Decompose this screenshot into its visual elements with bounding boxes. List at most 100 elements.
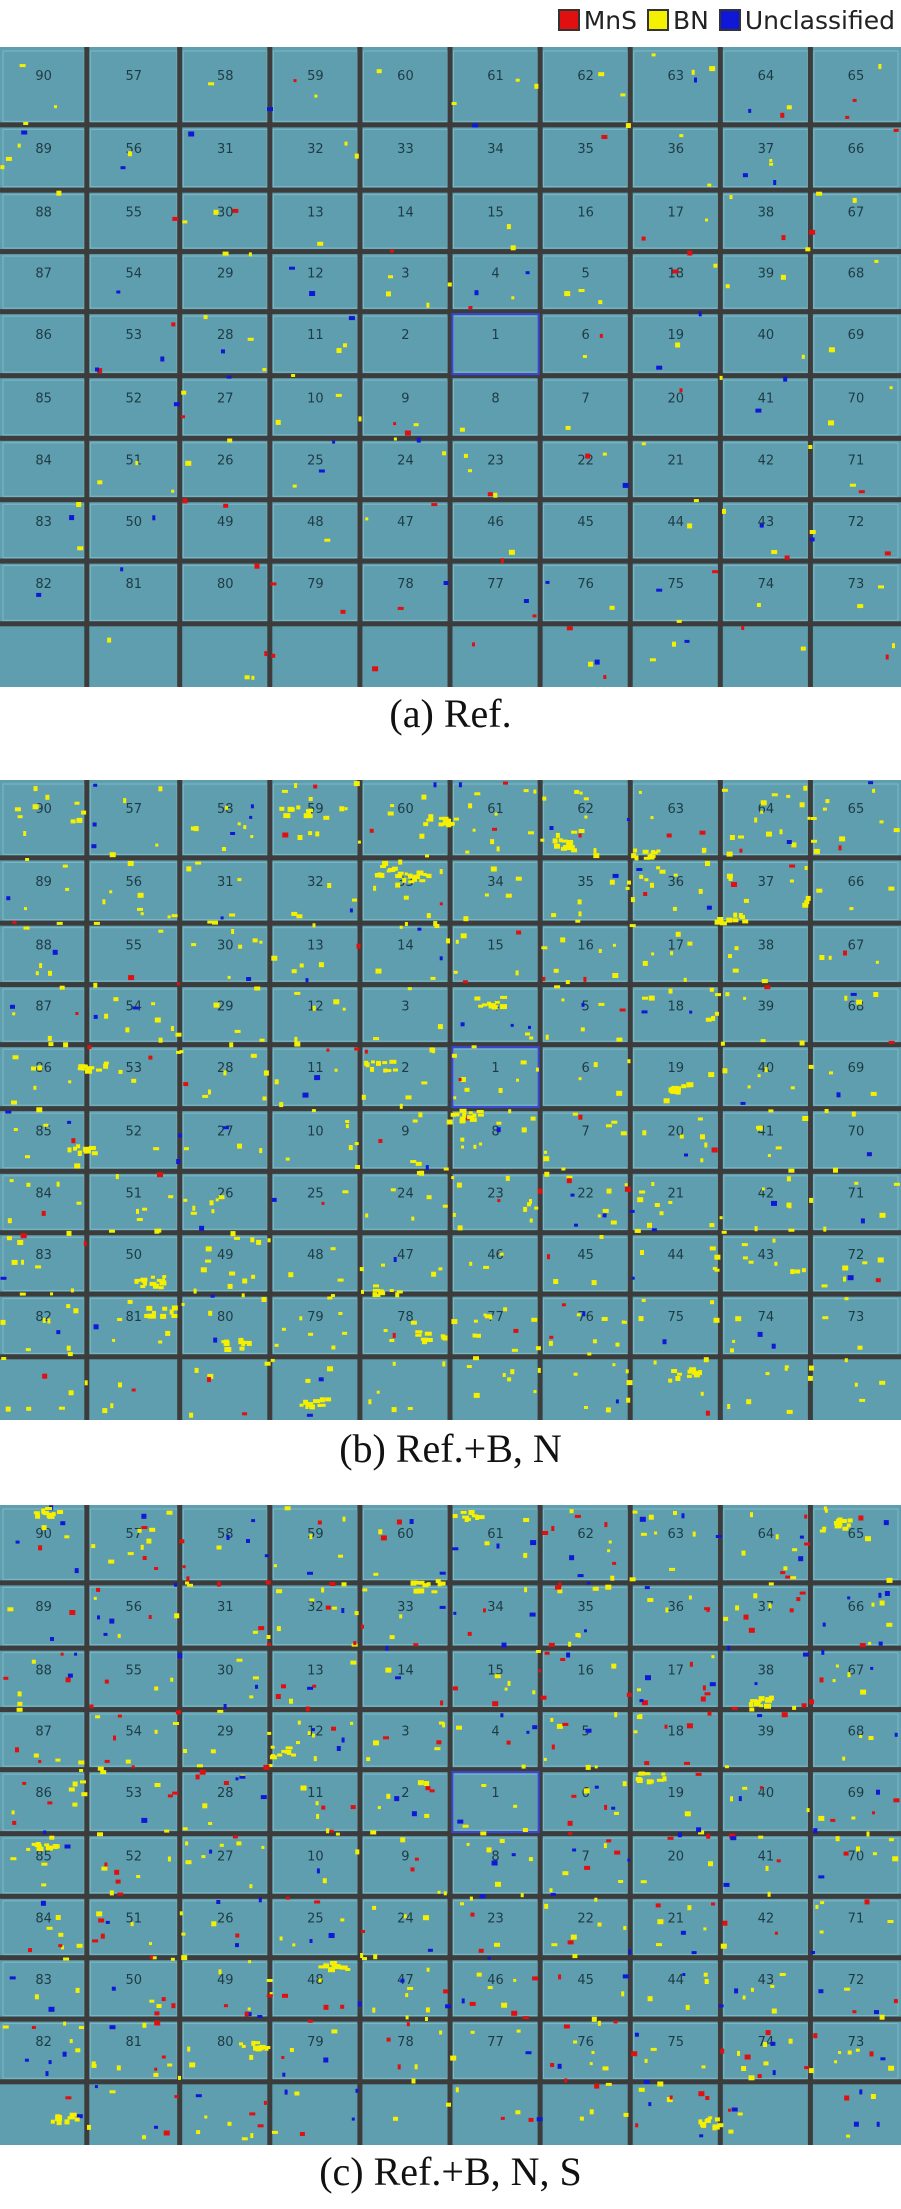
grid-cell xyxy=(453,1112,539,1169)
cell-number-label: 1 xyxy=(491,1786,499,1801)
bn-inclusion-mark xyxy=(698,1830,705,1835)
grid-cell xyxy=(89,128,178,188)
bn-inclusion-mark xyxy=(851,1111,856,1117)
unclassified-inclusion-mark xyxy=(60,1521,66,1526)
bn-inclusion-cluster xyxy=(78,1064,86,1069)
bn-inclusion-mark xyxy=(691,69,695,75)
bn-inclusion-mark xyxy=(207,1373,214,1379)
bn-inclusion-cluster xyxy=(269,1755,277,1760)
bn-inclusion-mark xyxy=(205,1259,212,1263)
bn-inclusion-mark xyxy=(593,1062,598,1068)
mns-inclusion-mark xyxy=(542,1531,549,1535)
cell-number-label: 35 xyxy=(577,142,594,157)
bn-inclusion-mark xyxy=(237,1143,242,1149)
bn-inclusion-cluster xyxy=(462,1112,467,1118)
bn-inclusion-cluster xyxy=(424,1331,432,1336)
grid-cell xyxy=(453,1048,539,1106)
bn-inclusion-mark xyxy=(572,1112,578,1116)
bn-inclusion-mark xyxy=(692,1531,696,1537)
bn-inclusion-mark xyxy=(508,549,515,555)
bn-inclusion-mark xyxy=(844,995,848,1001)
bn-inclusion-mark xyxy=(775,1146,782,1150)
cell-number-label: 7 xyxy=(582,1849,590,1864)
grid-cell xyxy=(362,783,448,855)
bn-inclusion-mark xyxy=(872,788,876,793)
bn-inclusion-mark xyxy=(41,1862,48,1866)
grid-cell xyxy=(453,503,539,559)
unclassified-inclusion-mark xyxy=(223,1704,227,1709)
grid-cell xyxy=(813,1713,899,1767)
unclassified-inclusion-mark xyxy=(152,515,156,521)
bn-inclusion-cluster xyxy=(26,1847,31,1851)
bn-inclusion-mark xyxy=(355,1849,360,1855)
bn-inclusion-mark xyxy=(183,1147,189,1151)
cell-number-label: 9 xyxy=(401,391,409,406)
grid-cell xyxy=(633,503,719,559)
cell-number-label: 46 xyxy=(487,1973,504,1988)
grid-cell xyxy=(723,315,809,373)
bn-inclusion-mark xyxy=(452,1212,456,1217)
bn-inclusion-mark xyxy=(336,348,342,353)
bn-inclusion-mark xyxy=(668,1378,673,1383)
bn-inclusion-cluster xyxy=(45,1845,53,1851)
bn-inclusion-mark xyxy=(423,1915,429,1921)
bn-inclusion-mark xyxy=(749,1707,755,1712)
grid-cell xyxy=(453,128,539,188)
bn-inclusion-mark xyxy=(761,1187,765,1191)
bn-inclusion-mark xyxy=(578,829,585,833)
unclassified-inclusion-mark xyxy=(230,832,236,835)
mns-inclusion-mark xyxy=(340,2004,345,2009)
cell-number-label: 43 xyxy=(758,515,775,530)
bn-inclusion-mark xyxy=(707,183,712,187)
bn-inclusion-cluster xyxy=(754,1699,762,1703)
bn-inclusion-mark xyxy=(473,1392,480,1398)
bn-inclusion-mark xyxy=(236,1658,243,1662)
bn-inclusion-mark xyxy=(299,1316,303,1321)
cell-number-label: 62 xyxy=(577,69,594,84)
bn-inclusion-mark xyxy=(463,453,468,458)
mns-inclusion-mark xyxy=(780,1571,786,1575)
cell-number-label: 14 xyxy=(397,205,414,220)
grid-cell xyxy=(272,1586,358,1646)
cell-number-label: 38 xyxy=(758,938,775,953)
bn-inclusion-mark xyxy=(878,64,882,69)
mns-inclusion-mark xyxy=(635,2123,639,2128)
bn-inclusion-mark xyxy=(469,1896,473,1901)
bn-inclusion-mark xyxy=(109,1890,114,1896)
unclassified-inclusion-mark xyxy=(479,1894,486,1899)
mns-inclusion-mark xyxy=(275,1694,281,1699)
highlighted-cell xyxy=(451,1771,540,1834)
bn-inclusion-mark xyxy=(642,996,648,1000)
bn-inclusion-mark xyxy=(806,1808,810,1813)
bn-inclusion-mark xyxy=(647,1222,652,1228)
bn-inclusion-cluster xyxy=(675,1089,681,1095)
bn-inclusion-mark xyxy=(370,1830,377,1835)
bn-inclusion-mark xyxy=(170,1957,175,1961)
bn-inclusion-mark xyxy=(767,1891,771,1897)
bn-inclusion-cluster xyxy=(384,1069,392,1073)
mns-inclusion-mark xyxy=(41,1210,46,1216)
bn-inclusion-cluster xyxy=(77,1151,82,1156)
cell-number-label: 9 xyxy=(401,1124,409,1139)
bn-inclusion-mark xyxy=(481,1784,487,1787)
mns-inclusion-mark xyxy=(436,1740,442,1745)
cell-number-label: 61 xyxy=(487,69,504,84)
mns-inclusion-mark xyxy=(601,135,608,139)
bn-inclusion-mark xyxy=(376,69,382,74)
unclassified-inclusion-mark xyxy=(357,2001,362,2007)
bn-inclusion-cluster xyxy=(241,2044,246,2048)
bn-inclusion-cluster xyxy=(642,849,649,854)
mns-inclusion-mark xyxy=(704,1692,711,1696)
mns-inclusion-mark xyxy=(154,1567,159,1570)
bn-inclusion-mark xyxy=(191,943,197,947)
bn-inclusion-mark xyxy=(182,220,188,224)
cell-number-label: 27 xyxy=(217,391,234,406)
cell-number-label: 4 xyxy=(491,266,499,281)
mns-inclusion-mark xyxy=(163,2130,170,2136)
bn-inclusion-mark xyxy=(453,1096,457,1100)
bn-inclusion-cluster xyxy=(717,917,724,921)
bn-inclusion-mark xyxy=(728,954,732,959)
bn-inclusion-mark xyxy=(158,929,164,933)
bn-inclusion-mark xyxy=(496,846,500,852)
bn-inclusion-cluster xyxy=(714,2117,720,2122)
